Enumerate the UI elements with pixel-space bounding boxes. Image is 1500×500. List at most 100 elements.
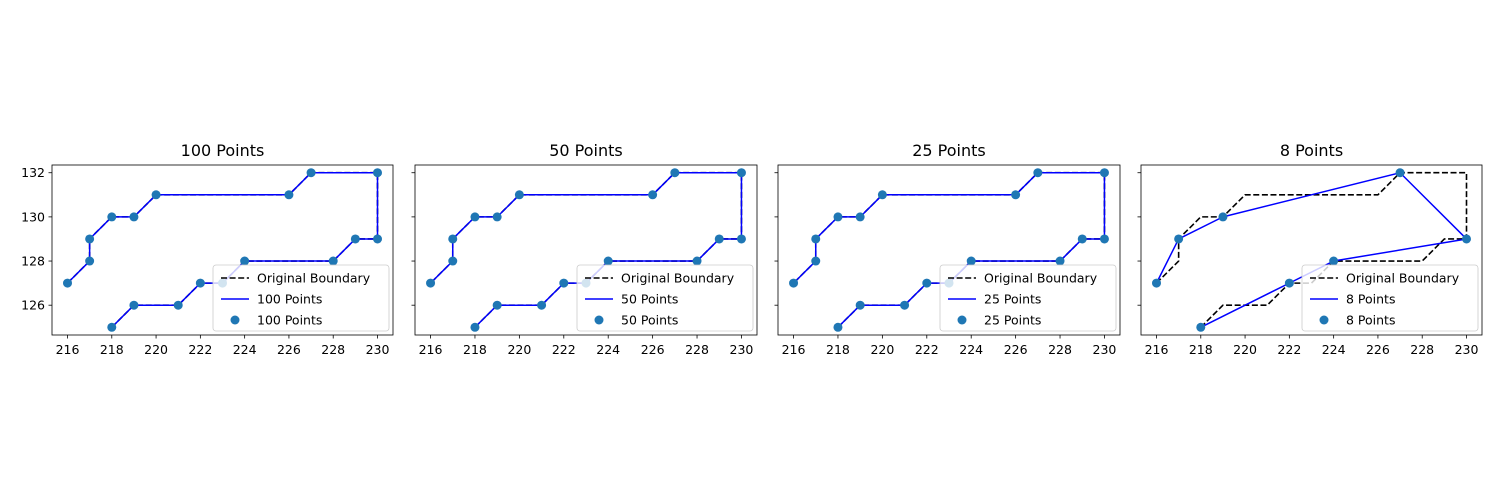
subplot-title: 50 Points	[549, 141, 623, 160]
x-tick-label: 216	[1145, 342, 1169, 357]
scatter-point	[670, 168, 680, 178]
scatter-point	[1284, 278, 1294, 288]
x-tick-label: 228	[1048, 342, 1072, 357]
scatter-point	[470, 212, 480, 222]
x-tick-label: 230	[1093, 342, 1117, 357]
scatter-point	[1218, 212, 1228, 222]
scatter-point	[492, 212, 502, 222]
legend-swatch	[594, 315, 604, 325]
subplot-title: 8 Points	[1280, 141, 1343, 160]
scatter-point	[63, 278, 72, 288]
scatter-point	[448, 234, 458, 244]
scatter-point	[1055, 256, 1065, 266]
scatter-point	[107, 322, 117, 332]
subplot-4: 8 Points 216 218 220 222 224 226 228 230 Original…	[1137, 141, 1483, 357]
scatter-point	[922, 278, 932, 288]
y-tick-label: 128	[21, 254, 45, 269]
scatter-point	[855, 300, 865, 310]
legend-label: 100 Points	[257, 292, 322, 307]
scatter-point	[373, 168, 382, 178]
scatter-point	[1099, 168, 1109, 178]
scatter-point	[85, 256, 95, 266]
scatter-point	[559, 278, 569, 288]
legend-label: 8 Points	[1346, 313, 1395, 328]
scatter-point	[85, 234, 95, 244]
legend-label: 8 Points	[1346, 292, 1395, 307]
x-tick-label: 222	[915, 342, 939, 357]
y-tick-label: 130	[21, 209, 45, 224]
scatter-point	[492, 300, 502, 310]
axes-frame	[51, 164, 394, 336]
legend-label: 50 Points	[621, 292, 678, 307]
x-tick-label: 226	[277, 342, 301, 357]
scatter-point	[714, 234, 724, 244]
scatter-point	[306, 168, 316, 178]
x-tick-label: 224	[1322, 342, 1346, 357]
x-tick-label: 220	[144, 342, 168, 357]
x-tick-label: 222	[552, 342, 576, 357]
legend-label: Original Boundary	[1346, 271, 1460, 286]
y-tick-label: 132	[21, 165, 45, 180]
x-tick-label: 220	[870, 342, 894, 357]
scatter-point	[1174, 234, 1184, 244]
scatter-point	[350, 234, 360, 244]
scatter-point	[648, 190, 658, 200]
scatter-point	[328, 256, 338, 266]
axes-frame	[1140, 164, 1483, 336]
legend-label: Original Boundary	[621, 271, 735, 286]
scatter-point	[736, 168, 746, 178]
scatter-point	[855, 212, 865, 222]
scatter-point	[514, 190, 524, 200]
scatter-point	[173, 300, 183, 310]
scatter-point	[195, 278, 205, 288]
subplot-1: 100 Points 216 218 220 222 224 226 228 230 126 128…	[21, 141, 394, 357]
scatter-point	[692, 256, 702, 266]
x-tick-label: 216	[56, 342, 80, 357]
x-tick-label: 230	[730, 342, 754, 357]
scatter-point	[811, 234, 821, 244]
scatter-point	[129, 300, 139, 310]
axes-frame	[777, 164, 1121, 336]
scatter-point	[1329, 256, 1339, 266]
scatter-point	[1077, 234, 1087, 244]
x-tick-label: 222	[188, 342, 212, 357]
scatter-point	[833, 212, 843, 222]
scatter-point	[151, 190, 161, 200]
x-tick-label: 224	[233, 342, 257, 357]
x-tick-label: 228	[1410, 342, 1434, 357]
x-tick-label: 220	[507, 342, 531, 357]
x-tick-label: 230	[366, 342, 390, 357]
legend-box	[939, 264, 1117, 332]
scatter-point	[373, 234, 382, 244]
legend-swatch	[957, 315, 967, 325]
x-tick-label: 230	[1455, 342, 1479, 357]
subplot-title: 25 Points	[912, 141, 986, 160]
scatter-point	[789, 278, 799, 288]
scatter-point	[240, 256, 250, 266]
axes-frame	[414, 164, 758, 336]
x-tick-label: 226	[1366, 342, 1390, 357]
scatter-point	[1011, 190, 1021, 200]
subplot-title: 100 Points	[181, 141, 265, 160]
scatter-point	[900, 300, 910, 310]
scatter-point	[1395, 168, 1405, 178]
legend: Original Boundary 8 Points 8 Points	[1301, 264, 1479, 332]
scatter-point	[1196, 322, 1206, 332]
x-tick-label: 218	[1189, 342, 1213, 357]
x-tick-label: 228	[321, 342, 345, 357]
scatter-point	[833, 322, 843, 332]
x-tick-label: 228	[685, 342, 709, 357]
legend-label: 100 Points	[257, 313, 322, 328]
scatter-point	[1099, 234, 1109, 244]
scatter-point	[470, 322, 480, 332]
scatter-point	[448, 256, 458, 266]
scatter-point	[877, 190, 887, 200]
legend-box	[212, 264, 390, 332]
scatter-point	[1462, 234, 1471, 244]
legend: Original Boundary 25 Points 25 Points	[939, 264, 1117, 332]
legend: Original Boundary 50 Points 50 Points	[576, 264, 754, 332]
scatter-point	[129, 212, 139, 222]
x-tick-label: 218	[463, 342, 487, 357]
scatter-point	[811, 256, 821, 266]
